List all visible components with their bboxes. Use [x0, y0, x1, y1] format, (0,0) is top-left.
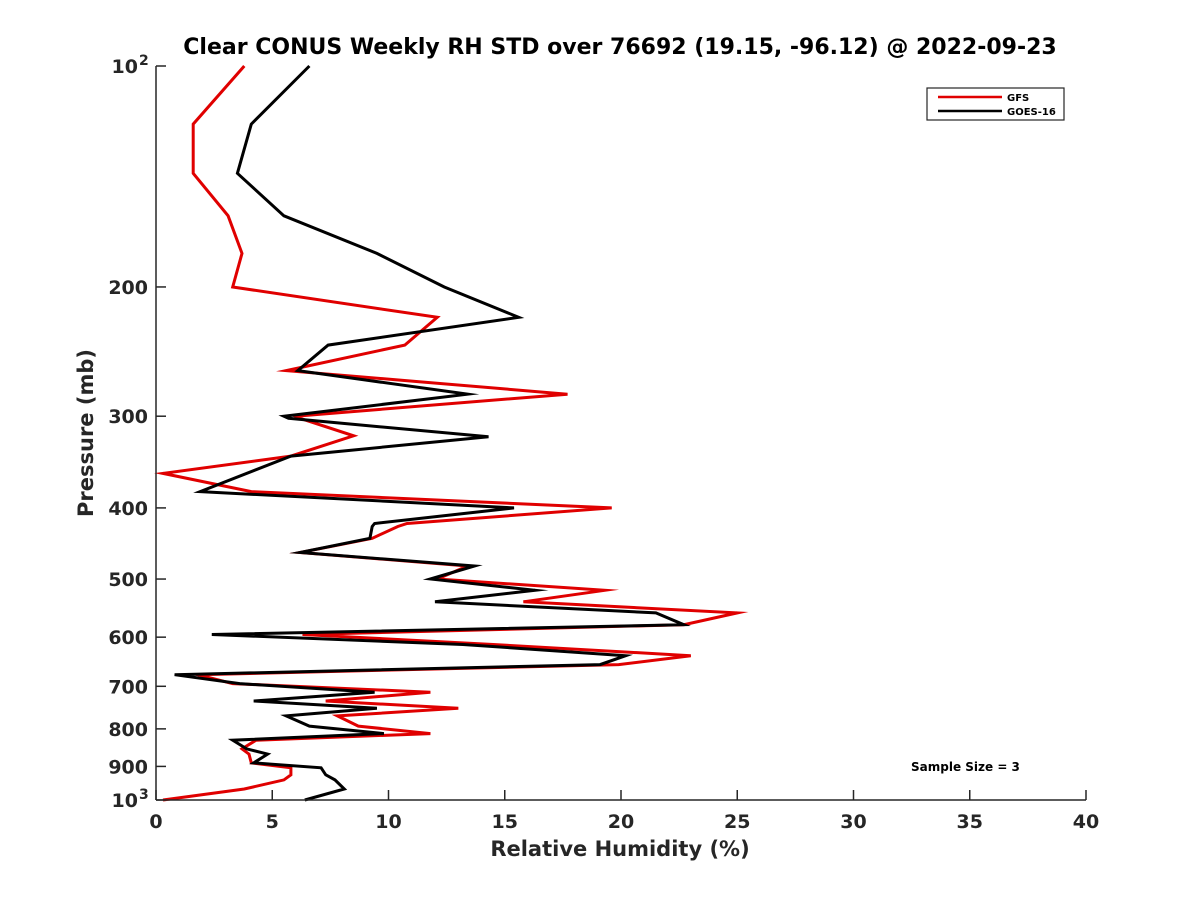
legend-label-goes16: GOES-16 — [1007, 107, 1056, 118]
y-tick-label: 500 — [108, 569, 148, 591]
x-tick-label: 25 — [724, 811, 750, 833]
series-line-goes16 — [174, 64, 691, 802]
y-tick-exponent: 3 — [139, 787, 149, 803]
sample-size-annotation: Sample Size = 3 — [911, 760, 1020, 774]
x-tick-label: 10 — [375, 811, 401, 833]
y-tick-exponent: 2 — [139, 53, 149, 69]
x-tick-label: 20 — [608, 811, 634, 833]
x-tick-label: 0 — [149, 811, 162, 833]
x-tick-label: 5 — [266, 811, 279, 833]
plot-lines — [154, 64, 749, 802]
legend-label-gfs: GFS — [1007, 93, 1029, 104]
legend: GFS GOES-16 — [926, 87, 1065, 121]
y-tick-label: 600 — [108, 627, 148, 649]
x-tick-label: 40 — [1073, 811, 1099, 833]
y-tick-label: 200 — [108, 277, 148, 299]
x-tick-label: 15 — [492, 811, 518, 833]
x-axis-label: Relative Humidity (%) — [490, 837, 749, 861]
y-tick-label: 700 — [108, 676, 148, 698]
legend-box — [926, 87, 1065, 121]
series-line-gfs — [154, 65, 749, 802]
y-tick-label: 10 — [112, 790, 138, 812]
x-ticks: 0 5 10 15 20 25 30 35 40 — [149, 790, 1099, 833]
x-tick-label: 35 — [957, 811, 983, 833]
x-tick-label: 30 — [840, 811, 866, 833]
y-tick-label: 300 — [108, 406, 148, 428]
y-tick-label: 800 — [108, 719, 148, 741]
y-tick-label: 10 — [112, 56, 138, 78]
chart-title: Clear CONUS Weekly RH STD over 76692 (19… — [183, 35, 1056, 60]
y-axis-label: Pressure (mb) — [74, 349, 98, 517]
y-tick-label: 900 — [108, 756, 148, 778]
axes — [155, 66, 1086, 801]
y-tick-label: 400 — [108, 498, 148, 520]
